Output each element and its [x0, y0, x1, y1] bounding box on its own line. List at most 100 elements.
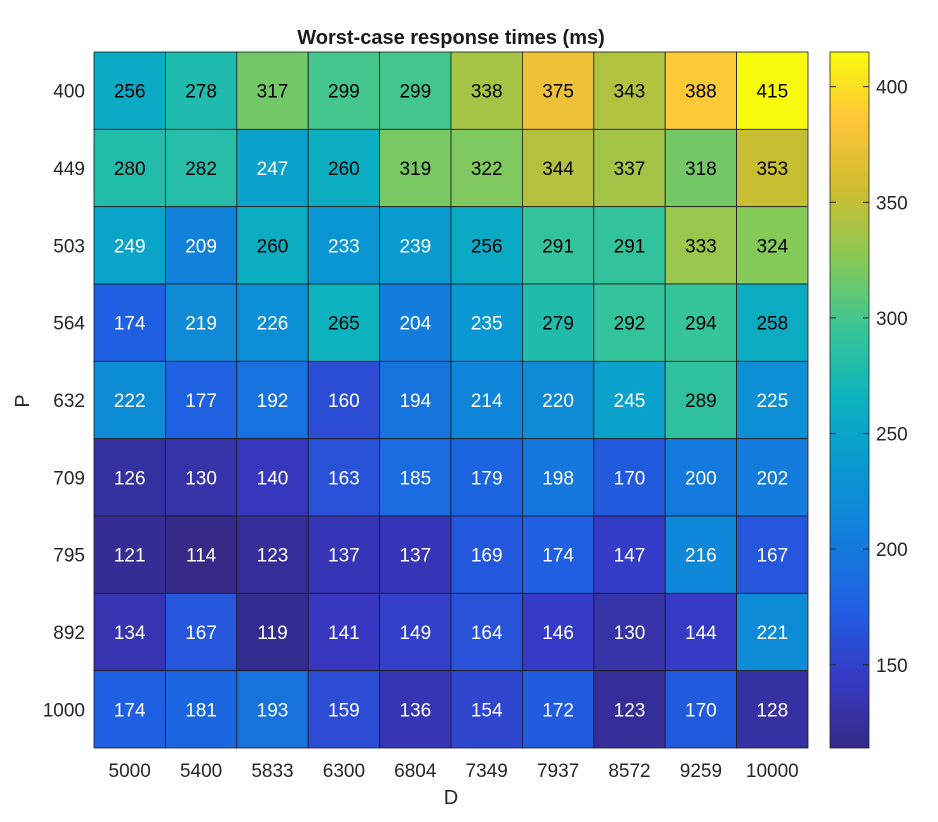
heatmap-cell [593, 670, 666, 749]
heatmap-cell-value: 130 [185, 468, 217, 489]
heatmap-cell [522, 128, 595, 208]
heatmap-cell [664, 128, 738, 208]
heatmap-cell [450, 592, 523, 672]
heatmap-cell-value: 235 [471, 314, 503, 335]
heatmap-cell [450, 515, 523, 594]
heatmap-cell [164, 206, 238, 285]
heatmap-cell-labels: 256 278 317 299 299 338 375 343 388 415 280 282 247 2… [114, 82, 789, 722]
heatmap-cell-value: 128 [756, 700, 788, 721]
heatmap-cell-value: 130 [614, 623, 646, 644]
heatmap-cell-value: 299 [399, 82, 431, 103]
heatmap-cell [736, 670, 809, 749]
heatmap-cell [593, 51, 666, 130]
x-axis-ticks: 5000 5400 5833 6300 6804 7349 7937 8572 9259 1000… [109, 761, 799, 782]
heatmap-cell [93, 670, 166, 749]
heatmap-cell-value: 170 [614, 468, 646, 489]
heatmap-cell-value: 134 [114, 623, 146, 644]
heatmap-cell [379, 438, 452, 517]
heatmap-cell [522, 438, 595, 517]
heatmap-cell [379, 592, 452, 672]
heatmap-cell-value: 220 [542, 391, 574, 412]
heatmap-cell-value: 163 [328, 468, 360, 489]
x-tick-label: 6300 [323, 761, 365, 782]
heatmap-cell [522, 283, 595, 362]
heatmap-cell-value: 291 [614, 236, 646, 257]
heatmap-cell-value: 278 [185, 82, 217, 103]
heatmap-cell-value: 174 [114, 314, 146, 335]
heatmap-cell-value: 147 [614, 546, 646, 567]
heatmap-cell [664, 283, 738, 362]
x-tick-label: 5000 [109, 761, 151, 782]
heatmap-cell-value: 260 [328, 159, 360, 180]
heatmap-cell-value: 322 [471, 159, 503, 180]
heatmap-cell [450, 51, 523, 130]
heatmap-cell-value: 174 [114, 700, 146, 721]
heatmap-cell-value: 204 [399, 314, 431, 335]
heatmap-cell [664, 592, 738, 672]
heatmap-cell [664, 360, 738, 440]
heatmap-cell-value: 291 [542, 236, 574, 257]
heatmap-cell [164, 128, 238, 208]
heatmap-cell [164, 360, 238, 440]
heatmap-cell-value: 177 [185, 391, 217, 412]
colorbar-tick-label: 400 [876, 78, 908, 99]
heatmap-cell-value: 159 [328, 700, 360, 721]
heatmap-cell [522, 670, 595, 749]
x-axis-label: D [444, 787, 458, 809]
heatmap-cell [593, 592, 666, 672]
heatmap-cell [379, 670, 452, 749]
heatmap-cell [736, 51, 809, 130]
heatmap-cells [93, 51, 809, 749]
heatmap-cell [593, 206, 666, 285]
heatmap-cell [522, 206, 595, 285]
heatmap-cell [164, 670, 238, 749]
heatmap-cell-value: 164 [471, 623, 503, 644]
heatmap-cell-value: 192 [257, 391, 289, 412]
heatmap-cell-value: 333 [685, 236, 717, 257]
y-axis-label: P [12, 394, 34, 407]
heatmap-cell-value: 375 [542, 82, 574, 103]
heatmap-cell-value: 219 [185, 314, 217, 335]
heatmap-cell [450, 438, 523, 517]
heatmap-cell [379, 206, 452, 285]
heatmap-cell [307, 670, 381, 749]
heatmap-cell-value: 179 [471, 468, 503, 489]
heatmap-cell [664, 670, 738, 749]
heatmap-cell [736, 515, 809, 594]
heatmap-cell [93, 515, 166, 594]
heatmap-cell [379, 360, 452, 440]
heatmap-cell-value: 294 [685, 314, 717, 335]
heatmap-cell-value: 353 [756, 159, 788, 180]
heatmap-cell-value: 193 [257, 700, 289, 721]
colorbar-tick-label: 300 [876, 309, 908, 330]
heatmap-cell-value: 149 [399, 623, 431, 644]
heatmap-cell-value: 279 [542, 314, 574, 335]
heatmap-cell-value: 265 [328, 314, 360, 335]
colorbar-gradient [829, 51, 870, 749]
heatmap-cell [379, 283, 452, 362]
heatmap-cell-value: 337 [614, 159, 646, 180]
heatmap-cell-value: 388 [685, 82, 717, 103]
heatmap-cell-value: 415 [756, 82, 788, 103]
heatmap-cell-value: 209 [185, 236, 217, 257]
heatmap-cell [93, 438, 166, 517]
heatmap-cell-value: 319 [399, 159, 431, 180]
heatmap-cell-value: 167 [185, 623, 217, 644]
x-tick-label: 5833 [251, 761, 293, 782]
heatmap-cell-value: 299 [328, 82, 360, 103]
heatmap-cell [522, 515, 595, 594]
y-tick-label: 632 [53, 391, 85, 412]
heatmap-cell-value: 141 [328, 623, 360, 644]
heatmap-cell-value: 233 [328, 236, 360, 257]
heatmap-cell-value: 146 [542, 623, 574, 644]
heatmap-cell [379, 128, 452, 208]
x-tick-label: 5400 [180, 761, 222, 782]
heatmap-cell-value: 338 [471, 82, 503, 103]
heatmap-cell-value: 174 [542, 546, 574, 567]
x-tick-label: 7349 [466, 761, 508, 782]
heatmap-cell [93, 51, 166, 130]
heatmap-cell [593, 128, 666, 208]
heatmap-cell [736, 592, 809, 672]
heatmap-cell [236, 670, 309, 749]
heatmap-cell-value: 123 [614, 700, 646, 721]
